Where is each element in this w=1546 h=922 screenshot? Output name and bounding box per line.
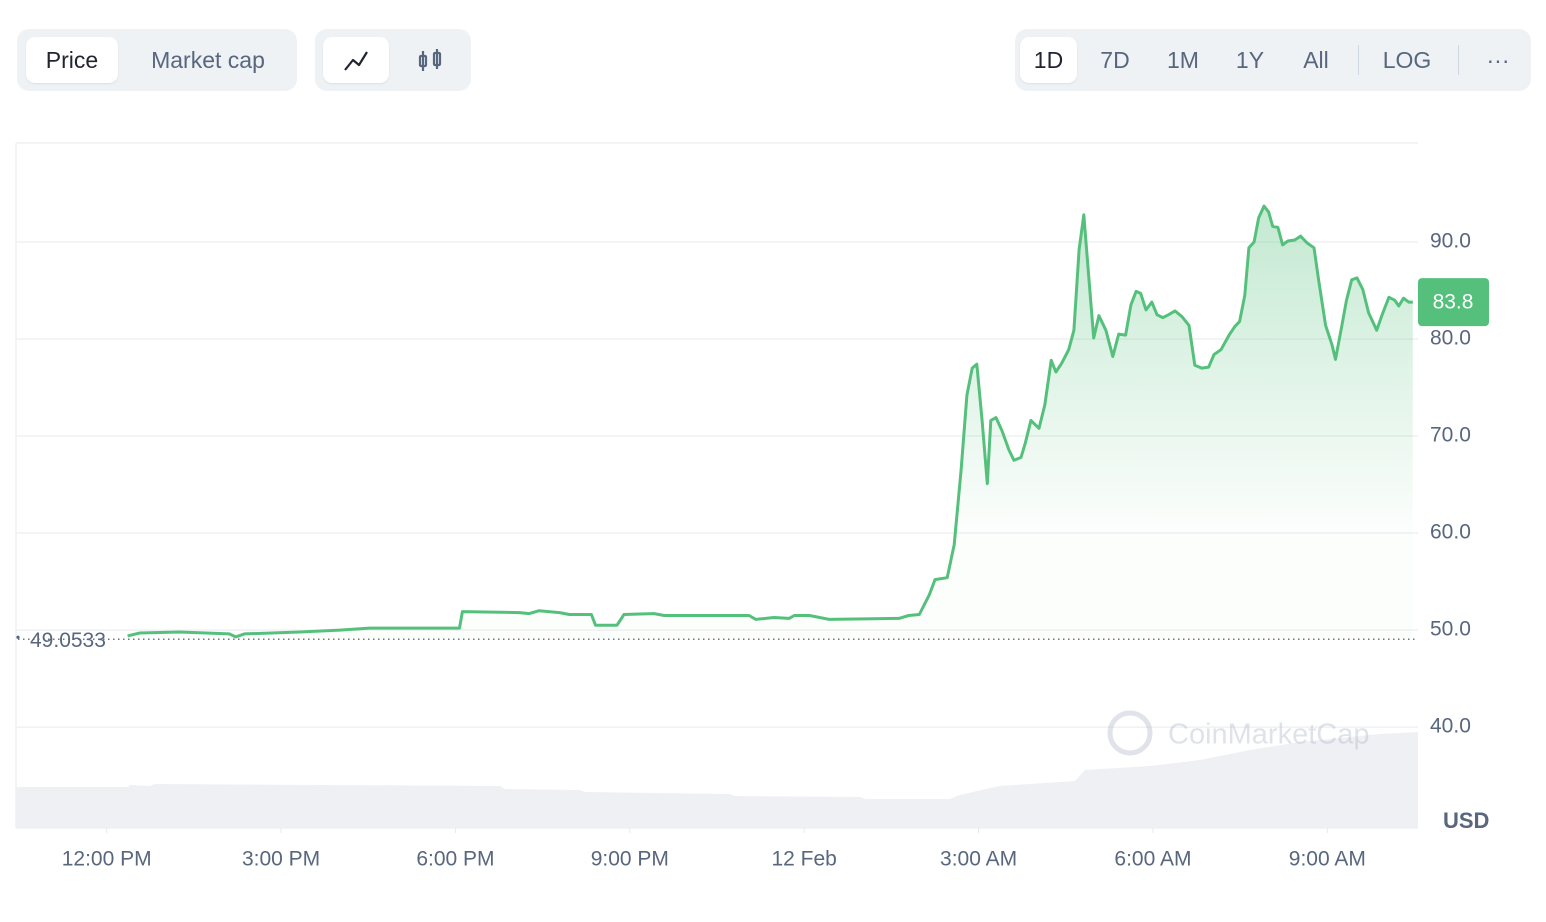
range-button[interactable]: 1M	[1167, 47, 1199, 73]
x-tick-label: 6:00 AM	[1114, 848, 1191, 871]
x-tick-label: 12:00 PM	[62, 848, 152, 871]
y-tick-label: 80.0	[1430, 327, 1471, 350]
y-tick-label: 40.0	[1430, 715, 1471, 738]
area-fill	[127, 206, 1413, 640]
log-button[interactable]: LOG	[1382, 47, 1432, 73]
range-button[interactable]: 1Y	[1235, 47, 1265, 73]
price-line	[127, 204, 1413, 639]
x-tick-label: 9:00 PM	[591, 848, 669, 871]
price-button[interactable]: Price	[26, 37, 118, 83]
range-button[interactable]: All	[1303, 47, 1329, 73]
watermark: CoinMarketCap	[1107, 710, 1369, 756]
candle-icon	[418, 49, 442, 71]
range-toggle: 1D 7D 1M 1Y All LOG ···	[1015, 29, 1531, 91]
range-button[interactable]: 7D	[1100, 47, 1130, 73]
y-tick-label: 90.0	[1430, 230, 1471, 253]
range-button[interactable]: 1D	[1020, 37, 1077, 83]
separator	[1358, 45, 1359, 75]
watermark-text: CoinMarketCap	[1168, 719, 1369, 751]
x-tick-label: 3:00 AM	[940, 848, 1017, 871]
line-icon	[344, 51, 368, 71]
x-tick-label: 9:00 AM	[1289, 848, 1366, 871]
price-badge	[1418, 278, 1489, 327]
y-axis-label: USD	[1443, 808, 1489, 833]
y-tick-label: 70.0	[1430, 424, 1471, 447]
price-badge-label: 83.8	[1433, 291, 1474, 314]
view-toggle: Price Market cap	[17, 29, 297, 91]
x-tick-label: 6:00 PM	[416, 848, 494, 871]
x-tick-label: 3:00 PM	[242, 848, 320, 871]
y-tick-label: 60.0	[1430, 521, 1471, 544]
candle-chart-button[interactable]	[399, 37, 461, 83]
chart-style-toggle	[315, 29, 471, 91]
more-button[interactable]: ···	[1486, 47, 1510, 73]
line-chart-button[interactable]	[323, 37, 389, 83]
baseline-dot	[16, 635, 20, 639]
volume-background	[16, 732, 1418, 828]
market-cap-button[interactable]: Market cap	[151, 47, 265, 73]
x-tick-label: 12 Feb	[771, 848, 836, 871]
separator	[1458, 45, 1459, 75]
baseline-label: 49.0533	[30, 629, 106, 652]
y-tick-label: 50.0	[1430, 618, 1471, 641]
